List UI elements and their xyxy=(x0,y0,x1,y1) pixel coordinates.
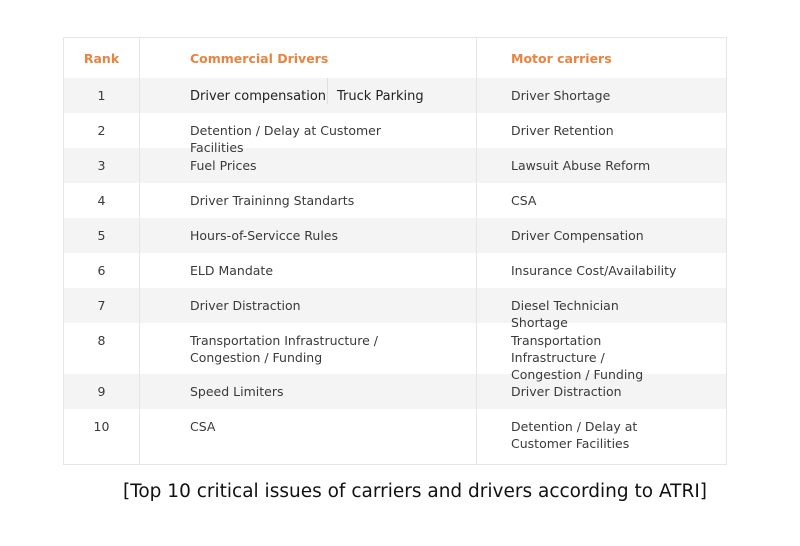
carriers-cell: Driver Compensation xyxy=(511,228,644,243)
table-row: 8 Transportation Infrastructure / Congest… xyxy=(64,323,726,382)
drivers-cell: Driver Distraction xyxy=(140,288,477,323)
rank-cell: 6 xyxy=(64,253,140,288)
carriers-cell: Diesel Technician Shortage xyxy=(511,298,619,330)
rank-cell: 4 xyxy=(64,183,140,218)
table-row: 6 ELD Mandate Insurance Cost/Availability xyxy=(64,253,726,288)
drivers-cell: Transportation Infrastructure / Congesti… xyxy=(140,323,477,374)
table-row: 1 Driver compensation Truck Parking Drive… xyxy=(64,78,726,113)
drivers-cell: Hours-of-Servicce Rules xyxy=(140,218,477,253)
header-drivers: Commercial Drivers xyxy=(140,38,477,78)
rank-cell: 3 xyxy=(64,148,140,183)
drivers-cell: Detention / Delay at Customer Facilities xyxy=(140,113,477,155)
drivers-cell: Driver Traininng Standarts xyxy=(140,183,477,218)
drivers-issue-b: Truck Parking xyxy=(337,89,424,104)
carriers-cell: Detention / Delay at Customer Facilities xyxy=(511,419,638,451)
table-row: 9 Speed Limiters Driver Distraction xyxy=(64,374,726,409)
table-row: 4 Driver Traininng Standarts CSA xyxy=(64,183,726,218)
carriers-cell: Insurance Cost/Availability xyxy=(511,263,677,278)
issues-table: Rank Commercial Drivers Motor carriers 1… xyxy=(63,37,727,465)
table-row: 2 Detention / Delay at Customer Facilitie… xyxy=(64,113,726,155)
carriers-cell: Driver Shortage xyxy=(511,88,611,103)
carriers-cell: CSA xyxy=(511,193,537,208)
table-row: 5 Hours-of-Servicce Rules Driver Compensat… xyxy=(64,218,726,253)
table-row: 7 Driver Distraction Diesel Technician Sho… xyxy=(64,288,726,330)
table-header: Rank Commercial Drivers Motor carriers xyxy=(64,38,726,78)
drivers-cell: ELD Mandate xyxy=(140,253,477,288)
drivers-cell: Speed Limiters xyxy=(140,374,477,409)
drivers-cell: Fuel Prices xyxy=(140,148,477,183)
carriers-cell: Driver Distraction xyxy=(511,384,622,399)
rank-cell: 8 xyxy=(64,323,140,374)
drivers-issue-a: Driver compensation xyxy=(190,78,328,104)
carriers-cell: Lawsuit Abuse Reform xyxy=(511,158,651,173)
header-rank: Rank xyxy=(64,38,140,78)
caption: [Top 10 critical issues of carriers and … xyxy=(122,481,707,502)
rank-cell: 7 xyxy=(64,288,140,323)
drivers-cell: CSA xyxy=(140,409,477,464)
header-carriers: Motor carriers xyxy=(511,51,612,66)
rank-cell: 9 xyxy=(64,374,140,409)
rank-cell: 10 xyxy=(64,409,140,464)
carriers-cell: Driver Retention xyxy=(511,123,614,138)
rank-cell: 2 xyxy=(64,113,140,148)
rank-cell: 5 xyxy=(64,218,140,253)
table-row: 10 CSA Detention / Delay at Customer Facil… xyxy=(64,409,726,464)
rank-cell: 1 xyxy=(64,78,140,113)
drivers-cell: Driver compensation Truck Parking xyxy=(140,78,477,113)
carriers-cell: Transportation Infrastructure / Congesti… xyxy=(511,333,644,382)
table-row: 3 Fuel Prices Lawsuit Abuse Reform xyxy=(64,148,726,183)
